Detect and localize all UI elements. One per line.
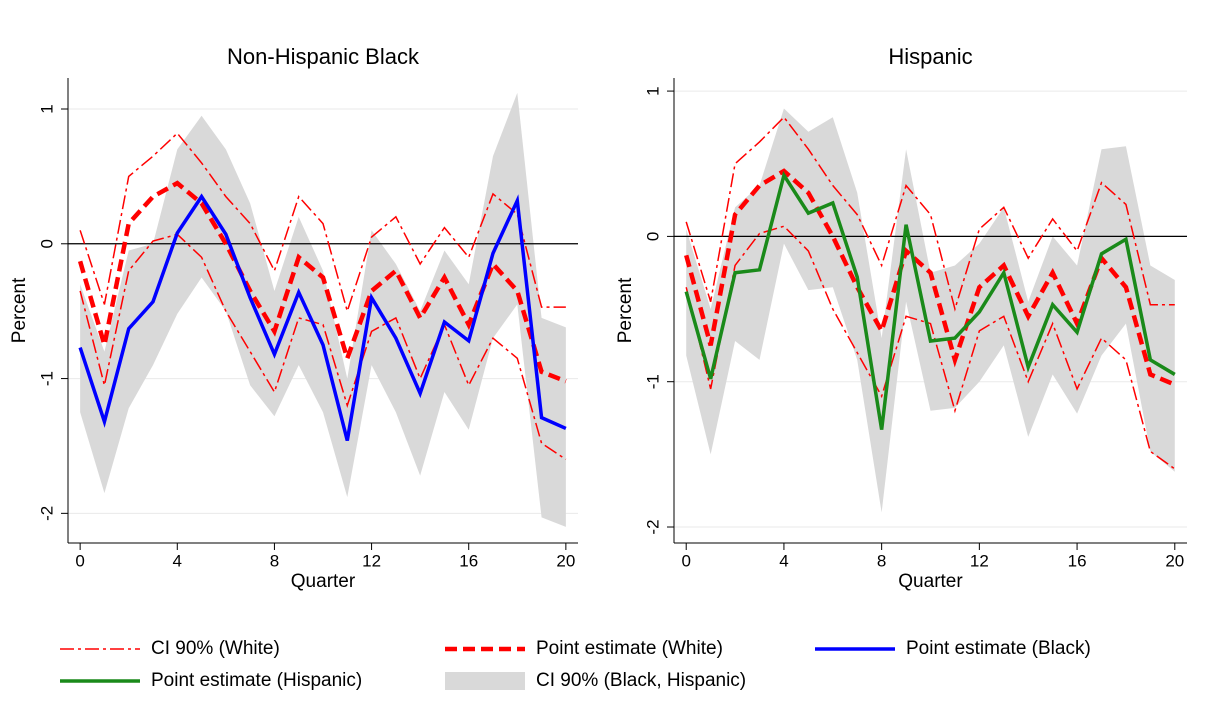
ci-band xyxy=(686,108,1175,513)
y-tick-label: 0 xyxy=(643,232,662,241)
x-tick-label: 4 xyxy=(173,551,182,570)
x-tick-label: 12 xyxy=(362,551,381,570)
ci-band xyxy=(80,92,566,527)
y-tick-label: -2 xyxy=(643,519,662,534)
x-tick-label: 16 xyxy=(1068,551,1087,570)
y-axis-title: Percent xyxy=(9,277,30,343)
x-tick-label: 20 xyxy=(556,551,575,570)
estimate-line xyxy=(684,168,1176,387)
panel-title: Hispanic xyxy=(888,44,972,69)
y-tick-label: -2 xyxy=(37,506,56,521)
x-tick-label: 16 xyxy=(459,551,478,570)
ci-line-lower xyxy=(79,233,567,461)
x-tick-label: 4 xyxy=(779,551,788,570)
x-tick-label: 20 xyxy=(1165,551,1184,570)
x-axis-title: Quarter xyxy=(898,571,963,592)
legend-swatch xyxy=(445,672,525,690)
y-tick-label: 1 xyxy=(643,86,662,95)
x-tick-label: 8 xyxy=(877,551,886,570)
legend-label: Point estimate (Black) xyxy=(906,638,1091,659)
x-axis-title: Quarter xyxy=(291,571,356,592)
legend-label: CI 90% (White) xyxy=(151,638,280,659)
x-tick-label: 0 xyxy=(681,551,690,570)
legend-label: Point estimate (White) xyxy=(536,638,723,659)
y-tick-label: 0 xyxy=(37,239,56,248)
x-tick-label: 0 xyxy=(75,551,84,570)
panel: Hispanic Quarter Percent -2 -1 0 1 0 4 8 12 16 20 xyxy=(615,44,1187,592)
y-tick-label: 1 xyxy=(37,104,56,113)
legend-label: CI 90% (Black, Hispanic) xyxy=(536,670,746,691)
panel: Non-Hispanic Black Quarter Percent -2 -1 0 1 0 4… xyxy=(9,44,578,592)
y-tick-label: -1 xyxy=(37,371,56,386)
legend-label: Point estimate (Hispanic) xyxy=(151,670,362,691)
ci-line-upper xyxy=(685,116,1175,312)
y-tick-label: -1 xyxy=(643,374,662,389)
y-axis-title: Percent xyxy=(615,277,636,343)
panel-title: Non-Hispanic Black xyxy=(227,44,420,69)
ci-line-lower xyxy=(685,225,1176,470)
legend: CI 90% (White) Point estimate (White) Poin… xyxy=(60,638,1091,691)
estimate-line xyxy=(684,171,1176,430)
estimate-line xyxy=(78,193,567,441)
x-tick-label: 8 xyxy=(270,551,279,570)
x-tick-label: 12 xyxy=(970,551,989,570)
ci-line-upper xyxy=(79,132,566,314)
